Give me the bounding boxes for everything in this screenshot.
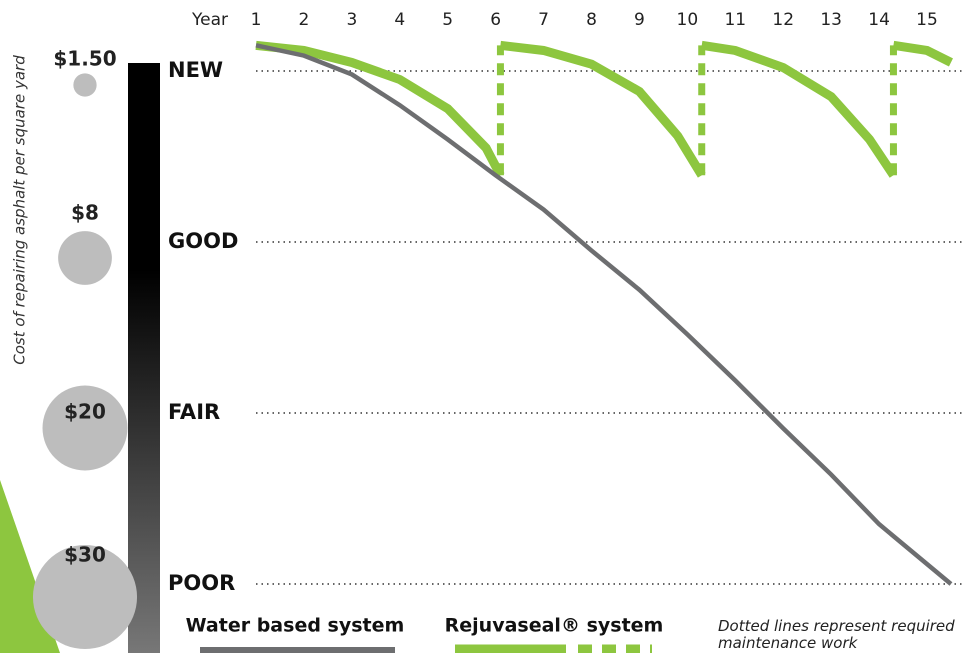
x-tick-label: 7	[538, 10, 549, 30]
x-tick-label: 15	[916, 10, 938, 30]
x-tick-label: 3	[346, 10, 357, 30]
cost-label: $20	[64, 400, 106, 424]
x-tick-label: 10	[677, 10, 699, 30]
x-tick-label: 4	[394, 10, 405, 30]
page: Cost of repairing asphalt per square yar…	[0, 0, 962, 653]
y-tick-label: NEW	[168, 58, 223, 82]
y-tick-label: FAIR	[168, 400, 220, 424]
y-tick-label: GOOD	[168, 229, 238, 253]
x-tick-label: 14	[868, 10, 890, 30]
x-axis-label: Year	[191, 10, 228, 30]
x-tick-label: 8	[586, 10, 597, 30]
x-tick-label: 11	[724, 10, 746, 30]
legend-label: Rejuvaseal® system	[445, 615, 664, 637]
condition-bar	[128, 63, 160, 653]
cost-circle	[43, 386, 128, 471]
series-line	[256, 45, 951, 584]
x-tick-label: 2	[299, 10, 310, 30]
cost-circle	[73, 73, 96, 96]
series-line	[256, 45, 951, 175]
cost-label: $8	[71, 201, 99, 225]
x-tick-label: 6	[490, 10, 501, 30]
legend-label: Water based system	[186, 615, 405, 637]
cost-label: $1.50	[53, 47, 116, 71]
note: Dotted lines represent required maintena…	[718, 618, 962, 652]
x-tick-label: 13	[820, 10, 842, 30]
x-tick-label: 5	[442, 10, 453, 30]
chart: Cost of repairing asphalt per square yar…	[0, 0, 962, 653]
x-tick-label: 1	[251, 10, 262, 30]
maintenance-line	[500, 45, 893, 175]
x-tick-label: 9	[634, 10, 645, 30]
cost-label: $30	[64, 543, 106, 567]
y-tick-label: POOR	[168, 571, 235, 595]
y-axis-label: Cost of repairing asphalt per square yar…	[11, 55, 29, 365]
cost-circle	[58, 231, 112, 285]
x-tick-label: 12	[772, 10, 794, 30]
